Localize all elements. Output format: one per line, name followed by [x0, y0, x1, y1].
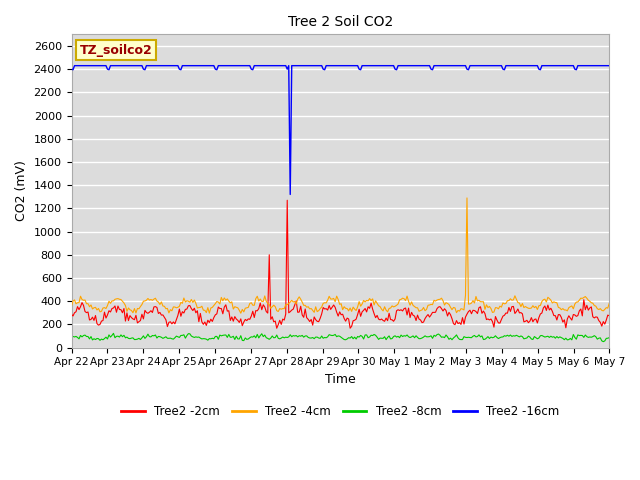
Text: TZ_soilco2: TZ_soilco2: [79, 44, 152, 57]
Title: Tree 2 Soil CO2: Tree 2 Soil CO2: [288, 15, 393, 29]
X-axis label: Time: Time: [325, 373, 356, 386]
Legend: Tree2 -2cm, Tree2 -4cm, Tree2 -8cm, Tree2 -16cm: Tree2 -2cm, Tree2 -4cm, Tree2 -8cm, Tree…: [116, 400, 564, 423]
Y-axis label: CO2 (mV): CO2 (mV): [15, 160, 28, 221]
